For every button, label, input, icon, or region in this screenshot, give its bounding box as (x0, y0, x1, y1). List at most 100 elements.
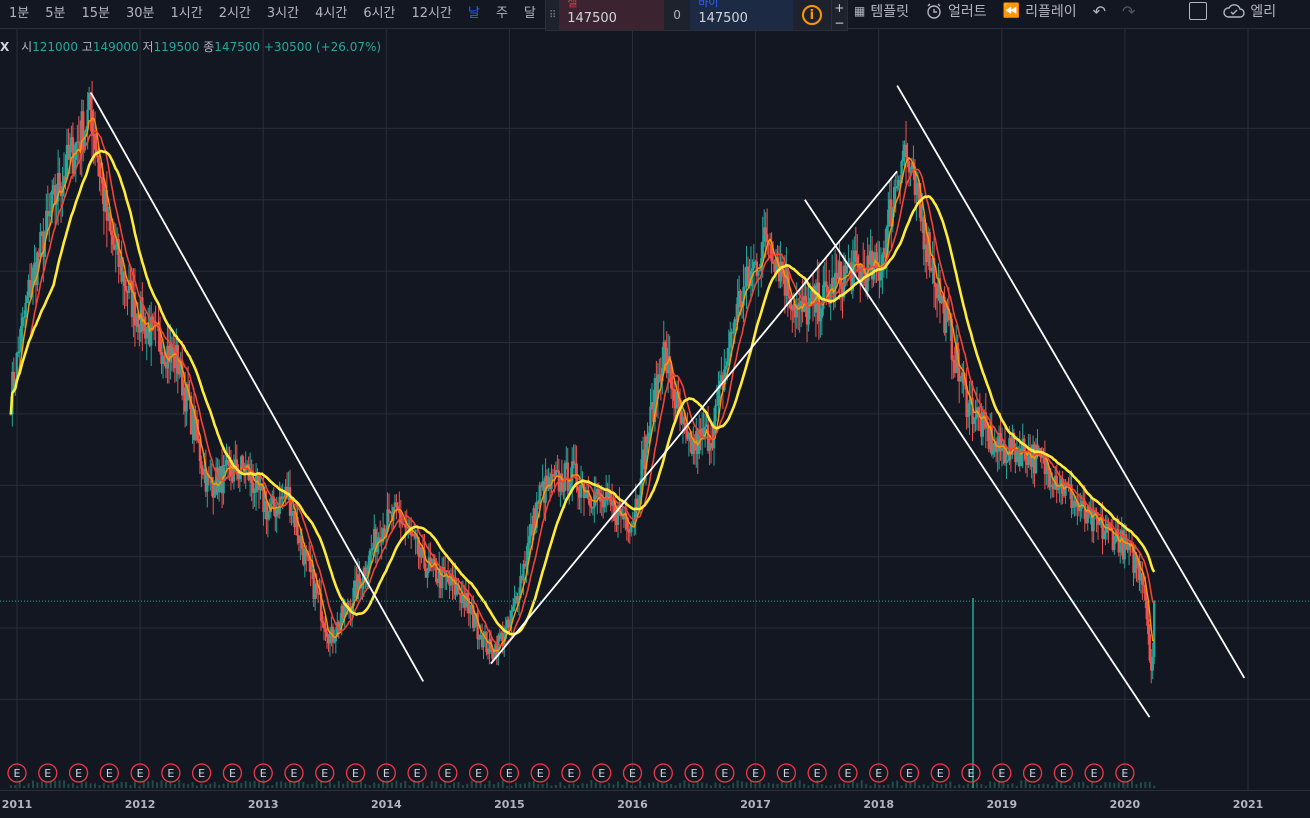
candle-body (854, 250, 858, 257)
candle-body (308, 556, 311, 562)
volume-bar (355, 783, 358, 788)
increment-button[interactable]: + (834, 0, 845, 15)
candle-body (624, 516, 627, 520)
timeframe-option[interactable]: 2시간 (218, 5, 251, 21)
candle-body (474, 613, 478, 626)
earnings-label: E (844, 767, 851, 780)
candle-body (504, 627, 507, 640)
timeframe-option[interactable]: 날 (467, 5, 480, 21)
x-tick-label: 2014 (370, 798, 402, 811)
template-button[interactable]: ▦ 템플릿 (846, 1, 917, 21)
candle-body (653, 378, 657, 423)
volume-bar (448, 785, 451, 788)
candle-body (460, 594, 463, 604)
timeframe-option[interactable]: 30분 (125, 5, 155, 21)
replay-button[interactable]: ⏪ 리플레이 (995, 1, 1085, 21)
candle-body (613, 500, 617, 521)
timeframe-option[interactable]: 1분 (9, 5, 30, 21)
timeframe-option[interactable]: 6시간 (363, 5, 396, 21)
candle-body (796, 304, 800, 310)
candle-body (672, 389, 676, 401)
volume-bar (838, 783, 841, 788)
volume-bar (674, 785, 677, 788)
undo-button[interactable]: ↶ (1085, 2, 1114, 21)
candle-body (994, 441, 998, 453)
candle-body (330, 626, 333, 634)
earnings-label: E (752, 767, 759, 780)
candle-body (631, 524, 634, 526)
candle-body (121, 271, 125, 282)
candle-body (795, 304, 798, 318)
timeframe-option[interactable]: 주 (495, 5, 508, 21)
candle-body (473, 625, 476, 628)
candle-body (1045, 462, 1048, 475)
timeframe-option[interactable]: 3시간 (266, 5, 300, 21)
candle-body (955, 342, 958, 373)
candle-body (402, 524, 405, 526)
timeframe-option[interactable]: 1시간 (170, 5, 203, 21)
earnings-label: E (167, 767, 174, 780)
alert-button[interactable]: 얼러트 (917, 1, 995, 21)
candle-body (833, 272, 837, 301)
layout-button[interactable] (1181, 2, 1215, 20)
sell-button[interactable]: 셀 147500 (559, 0, 664, 30)
volume-bar (1033, 784, 1036, 788)
candle-body (389, 512, 392, 514)
candle-body (644, 436, 648, 470)
symbol-name[interactable]: X (0, 40, 10, 54)
earnings-badge (561, 763, 581, 783)
candle-body (281, 496, 284, 500)
volume-bar (811, 783, 814, 788)
redo-button[interactable]: ↷ (1114, 2, 1143, 21)
volume-bar (696, 781, 699, 788)
volume-bar (647, 782, 650, 788)
drag-handle-icon[interactable]: ⠿ (548, 9, 557, 21)
candle-body (370, 549, 373, 551)
candle-body (1111, 531, 1115, 550)
candle-body (681, 416, 685, 424)
timeframe-option[interactable]: 15분 (81, 5, 110, 21)
timeframe-option[interactable]: 달 (523, 5, 536, 21)
volume-bar (1037, 784, 1040, 788)
candle-body (1049, 484, 1052, 488)
volume-bar (572, 783, 575, 788)
timeframe-option[interactable]: 5분 (45, 5, 66, 21)
volume-bar (337, 780, 340, 788)
candle-body (1012, 432, 1016, 449)
volume-bar (253, 780, 256, 788)
candle-body (758, 270, 761, 272)
volume-bar (1006, 784, 1009, 788)
earnings-badge (438, 763, 458, 783)
candle-body (652, 402, 655, 423)
buy-button[interactable]: 바이 147500 (690, 0, 793, 30)
volume-bar (280, 781, 283, 788)
time-axis[interactable]: 2011 2012 2013 2014 2015 2016 2017 2018 2019 2020… (0, 790, 1310, 818)
candle-body (216, 467, 219, 493)
candle-body (294, 517, 298, 528)
candle-body (576, 486, 580, 491)
candle-body (751, 268, 754, 271)
candle-body (374, 529, 377, 553)
volume-bar (373, 782, 376, 788)
info-button[interactable]: i (793, 0, 831, 30)
volume-bar (528, 782, 531, 788)
volume-bar (85, 781, 88, 788)
timeframe-option[interactable]: 4시간 (315, 5, 348, 21)
candle-body (514, 596, 518, 600)
low-label: 저 (142, 40, 154, 54)
x-tick-label: 2012 (124, 798, 156, 811)
candle-body (34, 262, 38, 286)
volume-bar (1144, 781, 1147, 788)
candle-body (37, 252, 41, 257)
timeframe-option[interactable]: 12시간 (411, 5, 452, 21)
candle-body (151, 316, 154, 321)
decrement-button[interactable]: − (834, 15, 845, 30)
volume-bar (1073, 782, 1076, 788)
volume-bar (169, 781, 172, 788)
candle-body (214, 467, 218, 495)
volume-bar (798, 780, 801, 788)
save-cloud-button[interactable]: 엘리 (1215, 1, 1284, 21)
candle-body (299, 536, 302, 543)
